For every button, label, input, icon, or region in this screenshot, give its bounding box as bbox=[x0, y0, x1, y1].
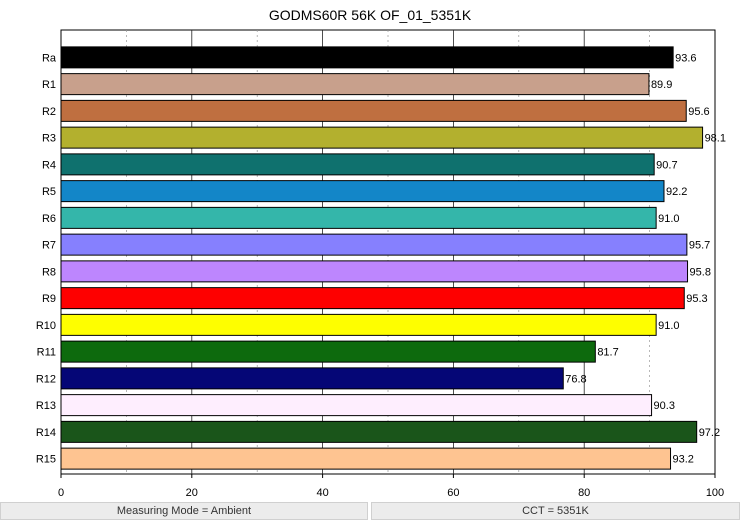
category-label-r14: R14 bbox=[36, 427, 56, 439]
bar-r5 bbox=[60, 180, 665, 203]
category-label-r15: R15 bbox=[36, 454, 56, 466]
chart-title: GODMS60R 56K OF_01_5351K bbox=[268, 7, 472, 23]
category-label-r5: R5 bbox=[42, 186, 56, 198]
category-label-r13: R13 bbox=[36, 400, 56, 412]
bar-r13 bbox=[60, 394, 653, 417]
bar-r7 bbox=[60, 233, 688, 256]
data-label-r7: 95.7 bbox=[689, 240, 710, 252]
bar-r3 bbox=[60, 126, 704, 149]
category-label-r12: R12 bbox=[36, 373, 56, 385]
x-axis-ticks: 0 20 40 60 80 100 bbox=[58, 474, 724, 499]
data-label-r11: 81.7 bbox=[597, 347, 618, 359]
bar-ra bbox=[60, 46, 674, 69]
category-label-r9: R9 bbox=[42, 293, 56, 305]
bar-r4 bbox=[60, 153, 655, 176]
category-label-r7: R7 bbox=[42, 240, 56, 252]
category-label-r2: R2 bbox=[42, 106, 56, 118]
bar-r8 bbox=[60, 260, 689, 283]
category-label-r3: R3 bbox=[42, 133, 56, 145]
category-label-r11: R11 bbox=[37, 347, 56, 359]
data-label-ra: 93.6 bbox=[675, 52, 696, 64]
data-label-r12: 76.8 bbox=[565, 373, 586, 385]
x-tick-label: 0 bbox=[58, 487, 64, 499]
category-label-r1: R1 bbox=[42, 79, 56, 91]
category-label-r8: R8 bbox=[42, 266, 56, 278]
data-label-r9: 95.3 bbox=[686, 293, 707, 305]
data-label-r13: 90.3 bbox=[654, 400, 675, 412]
bar-r9 bbox=[60, 287, 685, 310]
bar-r15 bbox=[60, 447, 672, 470]
status-bar: Measuring Mode = Ambient CCT = 5351K bbox=[0, 502, 740, 521]
bar-r11 bbox=[60, 340, 596, 363]
x-tick-label: 80 bbox=[578, 487, 590, 499]
data-label-r6: 91.0 bbox=[658, 213, 679, 225]
data-label-r2: 95.6 bbox=[688, 106, 709, 118]
data-label-r4: 90.7 bbox=[656, 159, 677, 171]
x-tick-label: 100 bbox=[706, 487, 724, 499]
x-tick-label: 60 bbox=[447, 487, 459, 499]
bar-r2 bbox=[60, 99, 687, 122]
data-label-r3: 98.1 bbox=[705, 133, 726, 145]
cct-status: CCT = 5351K bbox=[371, 502, 740, 520]
measuring-mode-status: Measuring Mode = Ambient bbox=[0, 502, 368, 520]
data-label-r8: 95.8 bbox=[690, 266, 711, 278]
bars: 93.6 89.9 95.6 98.1 90.7 92.2 91.0 95.7 95.8 95.3… bbox=[60, 46, 726, 470]
x-tick-label: 40 bbox=[316, 487, 328, 499]
bar-r10 bbox=[60, 313, 657, 336]
category-labels: Ra R1 R2 R3 R4 R5 R6 R7 R8 R9 R10 R11 R12 R13 R14 R15 bbox=[36, 52, 57, 465]
bar-r6 bbox=[60, 206, 657, 229]
category-label-r6: R6 bbox=[42, 213, 56, 225]
x-tick-label: 20 bbox=[186, 487, 198, 499]
data-label-r5: 92.2 bbox=[666, 186, 687, 198]
chart-plot: 93.6 89.9 95.6 98.1 90.7 92.2 91.0 95.7 95.8 95.3… bbox=[36, 29, 726, 499]
bar-r14 bbox=[60, 420, 698, 443]
bar-r12 bbox=[60, 367, 564, 390]
bar-r1 bbox=[60, 73, 650, 96]
data-label-r1: 89.9 bbox=[651, 79, 672, 91]
data-label-r14: 97.2 bbox=[699, 427, 720, 439]
category-label-r4: R4 bbox=[42, 159, 56, 171]
category-label-r10: R10 bbox=[36, 320, 56, 332]
data-label-r10: 91.0 bbox=[658, 320, 679, 332]
data-label-r15: 93.2 bbox=[673, 454, 694, 466]
category-label-ra: Ra bbox=[42, 52, 57, 64]
